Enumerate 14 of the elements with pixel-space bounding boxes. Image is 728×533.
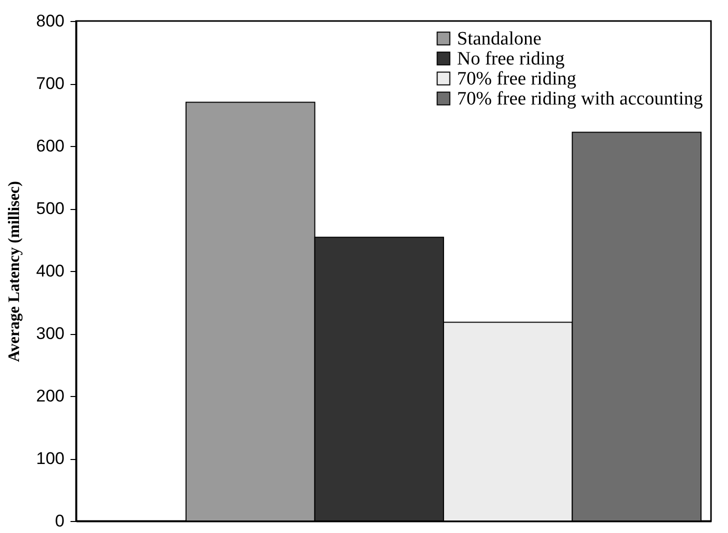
y-tick-label: 100	[36, 449, 64, 468]
y-tick-label: 600	[36, 136, 64, 156]
y-tick-label: 800	[36, 12, 64, 30]
y-tick-label: 200	[36, 386, 64, 406]
y-tick-label: 0	[55, 512, 64, 530]
legend-label: No free riding	[457, 48, 566, 70]
legend-label: Standalone	[457, 28, 542, 50]
y-tick-label: 300	[36, 324, 64, 343]
y-tick-label: 500	[36, 199, 64, 218]
y-tick-label: 700	[36, 74, 64, 93]
legend-label: 70% free riding with accounting	[457, 88, 704, 110]
y-tick-label: 400	[36, 262, 64, 280]
y-axis-title: Average Latency (millisec)	[6, 181, 24, 362]
legend-label: 70% free riding	[457, 68, 577, 90]
